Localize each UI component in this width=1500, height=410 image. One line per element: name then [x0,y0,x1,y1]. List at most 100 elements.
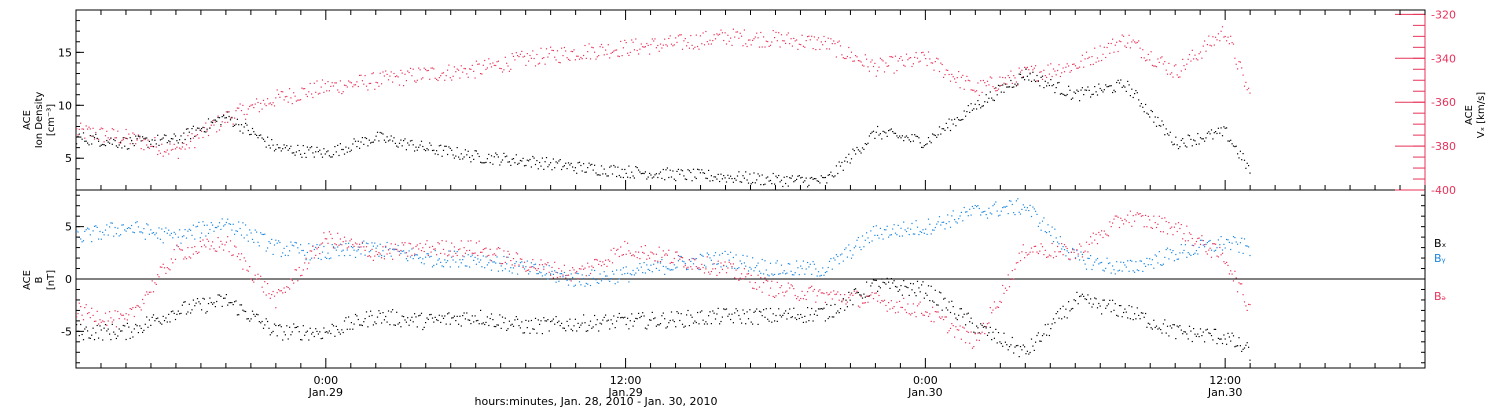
by-series-point [936,223,938,225]
by-series-point [567,284,570,286]
vx-series-point [1095,61,1097,63]
density-series-point [937,134,939,136]
bz-series-point [504,261,506,263]
bx-series-point [899,289,901,291]
by-series-point [169,234,171,236]
vx-series-point [289,88,291,90]
density-series-point [315,151,317,153]
density-series-point [1176,144,1178,146]
density-series-point [497,156,499,158]
density-series-point [883,131,886,133]
by-series-point [731,267,733,269]
vx-series-point [871,59,873,61]
density-series-point [638,169,640,171]
density-series-point [965,115,967,117]
by-series-point [1202,244,1204,246]
density-series-point [661,177,663,179]
bz-series-point [661,256,663,258]
top-right-ylabel-line1: ACE [1464,105,1475,125]
by-series-point [1173,260,1175,262]
vx-series-point [114,137,116,139]
bx-series-point [967,312,969,314]
by-series-point [905,230,908,233]
bx-series-point [911,289,913,291]
density-series-point [997,84,1000,86]
by-series-point [442,266,445,268]
bx-series-point [776,320,778,322]
bz-series-point [98,323,100,325]
vx-series-point [1054,70,1056,72]
density-series-point [620,176,622,178]
density-series-point [532,155,534,158]
bx-series-point [1138,314,1140,316]
by-series-point [383,255,385,257]
bz-series-point [80,306,82,308]
bx-series-point [1124,308,1126,310]
by-series-point [988,207,990,209]
bz-series-point [437,242,439,244]
bz-series-point [224,244,226,246]
bx-series-point [434,316,436,318]
bz-series-point [104,312,107,314]
bx-series-point [885,283,887,285]
by-series-point [297,247,299,249]
bz-series-point [896,301,898,303]
bz-series-point [258,278,260,280]
bz-series-point [411,254,413,256]
bz-series-point [1172,234,1174,236]
bz-series-point [268,293,270,295]
by-series-point [925,228,927,230]
vx-series-point [827,37,829,39]
bz-series-point [562,274,564,276]
by-series-point [317,257,319,259]
bz-series-point [1036,251,1038,253]
by-series-point [148,233,150,235]
density-series-point [562,166,564,168]
by-series-point [1057,241,1059,243]
bx-series-point [1150,327,1152,329]
vx-series-point [1198,53,1200,55]
density-series-point [363,143,365,145]
density-series-point [512,158,515,160]
by-series-point [1180,244,1182,246]
bz-series-point [370,256,372,258]
bx-series-point [980,323,982,325]
bx-series-point [550,321,552,323]
bz-series-point [1113,218,1115,220]
vx-series-point [654,38,656,40]
density-series-point [860,152,862,154]
bx-series-point [558,320,560,322]
bz-series-point [221,243,223,245]
by-series-point [558,280,560,282]
bx-series-point [996,342,998,344]
density-series-point [1081,87,1083,89]
bz-series-point [393,248,395,250]
vx-series-point [1011,82,1013,84]
by-series-point [1087,257,1089,259]
top-right-ylabel: ACE Vₓ [km/s] [1464,92,1487,138]
bz-series-point [640,246,642,248]
bz-series-point [1241,283,1243,285]
bz-series-point [655,253,657,255]
by-series-point [684,262,686,265]
by-series-point [408,250,410,252]
vx-series-point [616,49,618,51]
bz-series-point [383,258,385,260]
by-series-point [540,272,542,274]
density-series-point [977,100,979,102]
bx-series-point [312,331,314,333]
density-series-point [1223,126,1225,128]
bz-series-point [508,253,510,255]
density-series-point [1241,159,1243,161]
by-series-point [921,231,923,233]
density-series-point [1138,99,1140,101]
density-series-point [132,143,134,145]
by-series-point [830,258,832,260]
by-series-point [269,242,271,244]
density-series-point [199,129,201,131]
bx-series-point [301,339,303,341]
bx-series-point [670,311,673,313]
bz-series-point [925,311,927,313]
bz-series-point [730,263,732,265]
by-series-point [574,284,576,286]
